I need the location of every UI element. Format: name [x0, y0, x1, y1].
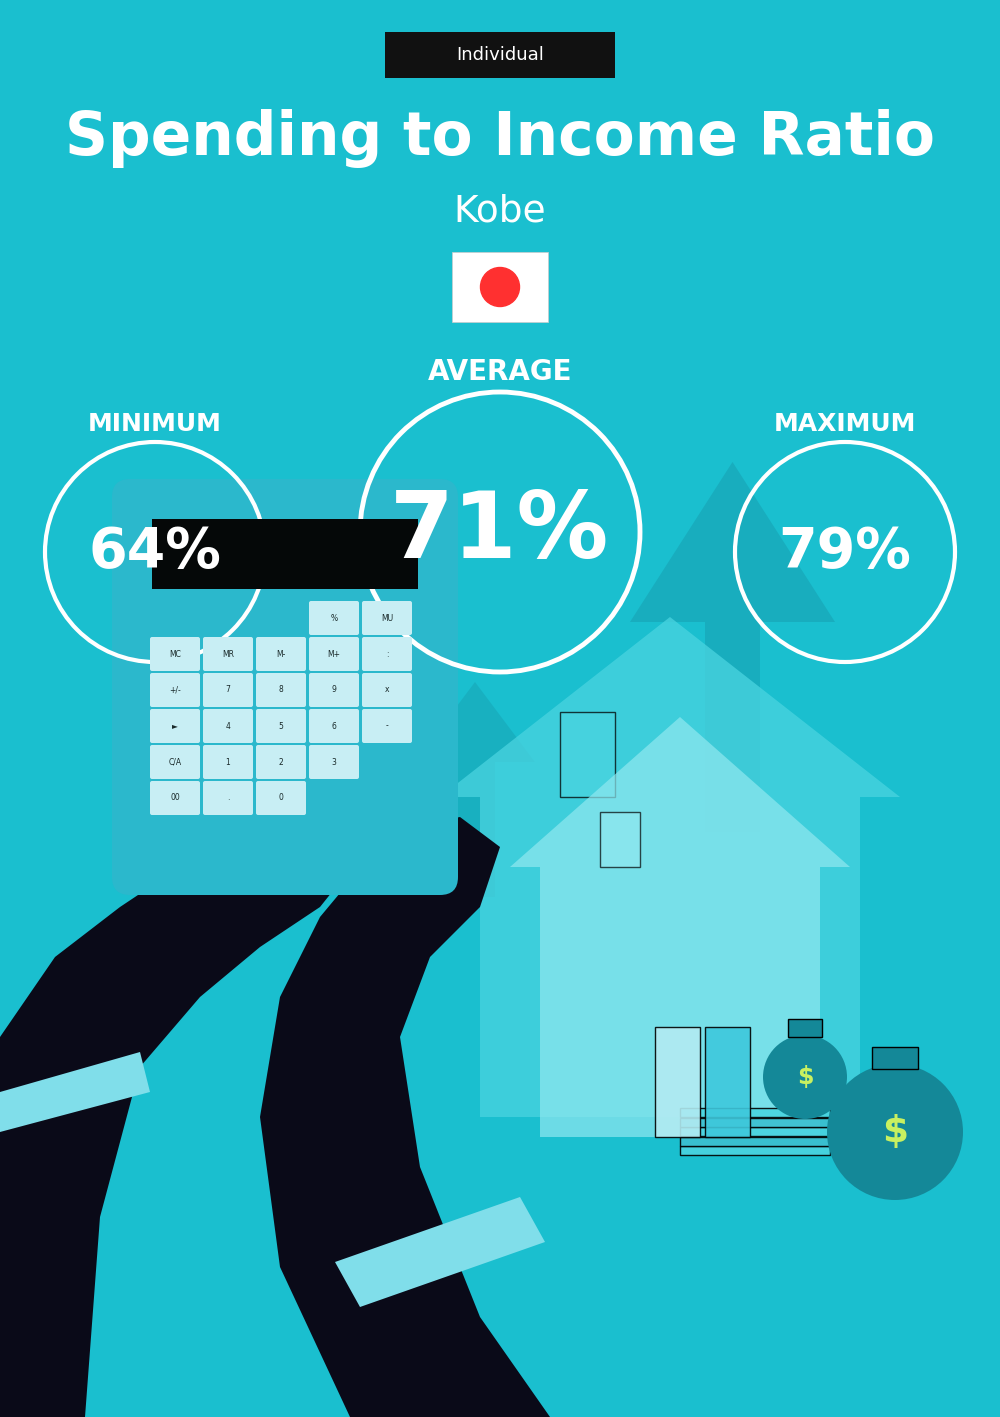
- Text: +/-: +/-: [169, 686, 181, 694]
- Text: Spending to Income Ratio: Spending to Income Ratio: [65, 109, 935, 169]
- FancyBboxPatch shape: [362, 673, 412, 707]
- FancyBboxPatch shape: [705, 1027, 750, 1136]
- FancyBboxPatch shape: [362, 601, 412, 635]
- Text: Kobe: Kobe: [454, 194, 546, 230]
- Ellipse shape: [842, 1166, 878, 1178]
- FancyBboxPatch shape: [452, 252, 548, 322]
- FancyBboxPatch shape: [256, 673, 306, 707]
- Text: 5: 5: [279, 721, 283, 731]
- FancyBboxPatch shape: [309, 601, 359, 635]
- Text: .: .: [227, 794, 229, 802]
- FancyBboxPatch shape: [150, 781, 200, 815]
- FancyBboxPatch shape: [309, 745, 359, 779]
- Ellipse shape: [842, 1148, 878, 1161]
- Text: %: %: [330, 614, 338, 622]
- Polygon shape: [0, 808, 360, 1417]
- Circle shape: [827, 1064, 963, 1200]
- FancyBboxPatch shape: [680, 1127, 830, 1136]
- FancyBboxPatch shape: [203, 638, 253, 672]
- Polygon shape: [510, 717, 850, 867]
- Polygon shape: [630, 462, 835, 832]
- Text: 1: 1: [226, 758, 230, 767]
- FancyBboxPatch shape: [309, 638, 359, 672]
- Text: x: x: [385, 686, 389, 694]
- FancyBboxPatch shape: [600, 812, 640, 867]
- Text: 2: 2: [279, 758, 283, 767]
- FancyBboxPatch shape: [112, 479, 458, 896]
- FancyBboxPatch shape: [309, 673, 359, 707]
- FancyBboxPatch shape: [150, 708, 200, 743]
- FancyBboxPatch shape: [680, 1118, 830, 1127]
- Text: $: $: [882, 1114, 908, 1151]
- FancyBboxPatch shape: [150, 673, 200, 707]
- Polygon shape: [260, 818, 550, 1417]
- Polygon shape: [0, 1051, 150, 1132]
- Text: C/A: C/A: [168, 758, 182, 767]
- FancyBboxPatch shape: [872, 1047, 918, 1068]
- Text: MINIMUM: MINIMUM: [88, 412, 222, 436]
- Polygon shape: [440, 616, 900, 796]
- Text: :: :: [386, 649, 388, 659]
- FancyBboxPatch shape: [256, 638, 306, 672]
- FancyBboxPatch shape: [309, 708, 359, 743]
- Text: 0: 0: [279, 794, 283, 802]
- FancyBboxPatch shape: [362, 708, 412, 743]
- Text: MR: MR: [222, 649, 234, 659]
- Text: 9: 9: [332, 686, 336, 694]
- FancyBboxPatch shape: [150, 638, 200, 672]
- FancyBboxPatch shape: [680, 1108, 830, 1117]
- Polygon shape: [480, 796, 860, 1117]
- Circle shape: [763, 1034, 847, 1119]
- Text: 79%: 79%: [779, 526, 911, 580]
- Text: -: -: [386, 721, 388, 731]
- FancyBboxPatch shape: [203, 745, 253, 779]
- FancyBboxPatch shape: [203, 708, 253, 743]
- Text: M-: M-: [276, 649, 286, 659]
- Text: M+: M+: [328, 649, 341, 659]
- Text: 64%: 64%: [89, 526, 221, 580]
- FancyBboxPatch shape: [560, 711, 615, 796]
- Text: 8: 8: [279, 686, 283, 694]
- Text: Individual: Individual: [456, 45, 544, 64]
- Text: 7: 7: [226, 686, 230, 694]
- Text: 4: 4: [226, 721, 230, 731]
- FancyBboxPatch shape: [680, 1136, 830, 1145]
- Text: 00: 00: [170, 794, 180, 802]
- Text: ►: ►: [172, 721, 178, 731]
- FancyBboxPatch shape: [203, 781, 253, 815]
- Text: MU: MU: [381, 614, 393, 622]
- FancyBboxPatch shape: [152, 519, 418, 589]
- Circle shape: [480, 268, 520, 306]
- Text: AVERAGE: AVERAGE: [428, 359, 572, 385]
- FancyBboxPatch shape: [385, 33, 615, 78]
- FancyBboxPatch shape: [362, 638, 412, 672]
- Text: 71%: 71%: [390, 487, 610, 577]
- Polygon shape: [415, 682, 535, 897]
- Text: MC: MC: [169, 649, 181, 659]
- Text: MAXIMUM: MAXIMUM: [774, 412, 916, 436]
- FancyBboxPatch shape: [680, 1146, 830, 1155]
- FancyBboxPatch shape: [150, 745, 200, 779]
- Text: $: $: [797, 1066, 813, 1090]
- FancyBboxPatch shape: [256, 745, 306, 779]
- FancyBboxPatch shape: [256, 708, 306, 743]
- FancyBboxPatch shape: [256, 781, 306, 815]
- Polygon shape: [540, 867, 820, 1136]
- FancyBboxPatch shape: [203, 673, 253, 707]
- Ellipse shape: [842, 1129, 878, 1142]
- Polygon shape: [335, 1197, 545, 1306]
- Text: 6: 6: [332, 721, 336, 731]
- FancyBboxPatch shape: [655, 1027, 700, 1136]
- Text: 3: 3: [332, 758, 336, 767]
- FancyBboxPatch shape: [788, 1019, 822, 1037]
